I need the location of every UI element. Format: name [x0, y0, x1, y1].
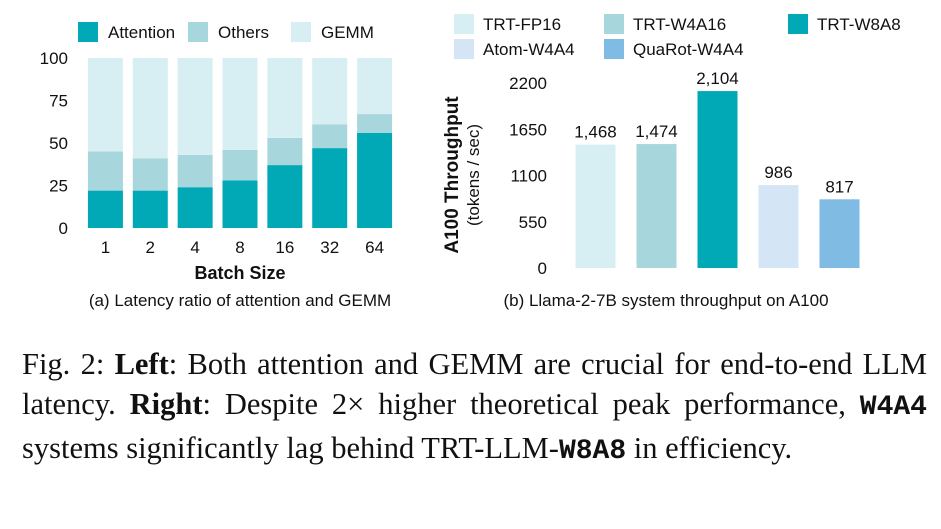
left-bar-others-2: [132, 158, 168, 191]
right-legend: TRT-FP16 TRT-W4A16 TRT-W8A8 Atom-W4A4 QuaRot…: [454, 14, 901, 59]
right-y-axis-title: A100 Throughput: [442, 96, 463, 254]
caption-left-text: : Both attention and GEMM are crucial fo…: [22, 347, 927, 421]
caption-right-text-3: in efficiency.: [626, 431, 793, 465]
right-legend-label-trt-w8a8: TRT-W8A8: [817, 15, 901, 34]
caption-right-text-1: : Despite 2× higher theoretical peak per…: [202, 387, 860, 421]
left-y-tick-label: 50: [49, 134, 68, 153]
left-legend-label-others: Others: [218, 23, 269, 42]
left-legend-label-gemm: GEMM: [321, 23, 374, 42]
left-legend-swatch-attention: [78, 22, 98, 42]
left-bar-gemm-32: [312, 58, 348, 125]
left-bar-attention-32: [312, 148, 348, 228]
right-y-tick-label: 2200: [509, 74, 547, 93]
left-legend-label-attention: Attention: [108, 23, 175, 42]
right-y-tick-label: 1650: [509, 120, 547, 139]
left-bar-attention-8: [222, 180, 258, 228]
left-y-axis: 0 25 50 75 100: [40, 49, 68, 238]
right-value-labels: 1,468 1,474 2,104 986 817: [574, 69, 853, 196]
left-bar-gemm-64: [357, 58, 393, 115]
left-bar-attention-4: [177, 187, 213, 228]
right-bars: [575, 91, 860, 268]
figure-caption: Fig. 2: Left: Both attention and GEMM ar…: [22, 344, 927, 472]
right-legend-label-trt-w4a16: TRT-W4A16: [633, 15, 726, 34]
right-legend-swatch-quarot-w4a4: [604, 39, 624, 59]
left-bar-others-4: [177, 154, 213, 188]
left-bars: [87, 58, 393, 228]
left-x-tick-label: 16: [275, 238, 294, 257]
left-bar-gemm-16: [267, 58, 303, 138]
left-bar-attention-16: [267, 165, 303, 228]
left-bar-gemm-4: [177, 58, 213, 155]
left-bar-attention-1: [87, 190, 123, 228]
right-legend-label-quarot-w4a4: QuaRot-W4A4: [633, 40, 744, 59]
right-value-label: 2,104: [696, 69, 739, 88]
right-bar-trt-w4a16: [636, 144, 677, 268]
right-legend-swatch-trt-w8a8: [788, 14, 808, 34]
left-bar-gemm-8: [222, 58, 258, 150]
left-x-tick-label: 4: [190, 238, 199, 257]
left-bar-others-16: [267, 137, 303, 166]
right-y-axis: 0 550 1100 1650 2200: [509, 74, 547, 278]
right-legend-label-trt-fp16: TRT-FP16: [483, 15, 561, 34]
left-x-tick-label: 8: [235, 238, 244, 257]
left-bar-attention-64: [357, 132, 393, 228]
right-y-axis-unit: (tokens / sec): [464, 124, 483, 226]
right-y-tick-label: 1100: [510, 167, 547, 186]
left-y-tick-label: 0: [59, 219, 68, 238]
left-bar-gemm-1: [87, 58, 123, 152]
right-y-tick-label: 550: [519, 213, 547, 232]
left-x-axis-title: Batch Size: [194, 263, 285, 283]
right-bar-atom-w4a4: [758, 185, 799, 268]
right-bar-trt-w8a8: [697, 91, 738, 268]
left-legend-swatch-others: [188, 22, 208, 42]
left-subcaption: (a) Latency ratio of attention and GEMM: [89, 291, 391, 310]
left-x-tick-label: 1: [101, 238, 110, 257]
caption-code-w8a8: W8A8: [558, 436, 627, 467]
right-value-label: 817: [825, 177, 853, 196]
right-value-label: 986: [764, 163, 792, 182]
latency-ratio-chart: Attention Others GEMM 0 25 50 75 100 1 2 4 8 16 32 6…: [40, 22, 393, 310]
right-value-label: 1,468: [574, 123, 617, 142]
caption-right-text-2: systems significantly lag behind TRT-LLM…: [22, 431, 559, 465]
left-bar-gemm-2: [132, 58, 168, 159]
caption-code-w4a4: W4A4: [859, 392, 927, 423]
left-x-tick-label: 32: [320, 238, 339, 257]
right-y-tick-label: 0: [538, 259, 547, 278]
left-bar-others-32: [312, 124, 348, 149]
left-bar-others-8: [222, 149, 258, 181]
caption-left-label: Left: [114, 347, 169, 381]
left-legend-swatch-gemm: [291, 22, 311, 42]
figure-canvas: Attention Others GEMM 0 25 50 75 100 1 2 4 8 16 32 6…: [40, 14, 901, 310]
right-legend-swatch-trt-w4a16: [604, 14, 624, 34]
right-legend-swatch-atom-w4a4: [454, 39, 474, 59]
right-legend-label-atom-w4a4: Atom-W4A4: [483, 40, 575, 59]
left-legend: Attention Others GEMM: [78, 22, 374, 42]
caption-right-label: Right: [129, 387, 203, 421]
right-value-label: 1,474: [635, 122, 678, 141]
right-bar-trt-fp16: [575, 144, 616, 268]
left-bar-others-64: [357, 114, 393, 133]
left-y-tick-label: 25: [49, 177, 68, 196]
throughput-chart: TRT-FP16 TRT-W4A16 TRT-W8A8 Atom-W4A4 QuaRot…: [442, 14, 901, 310]
left-bar-attention-2: [132, 190, 168, 228]
caption-prefix: Fig. 2:: [22, 347, 115, 381]
right-legend-swatch-trt-fp16: [454, 14, 474, 34]
left-y-tick-label: 100: [40, 49, 68, 68]
left-y-tick-label: 75: [49, 92, 68, 111]
left-x-axis: 1 2 4 8 16 32 64: [101, 238, 384, 257]
left-x-tick-label: 2: [146, 238, 155, 257]
left-x-tick-label: 64: [365, 238, 384, 257]
left-bar-others-1: [87, 151, 123, 191]
right-subcaption: (b) Llama-2-7B system throughput on A100: [503, 291, 828, 310]
right-bar-quarot-w4a4: [819, 199, 860, 268]
